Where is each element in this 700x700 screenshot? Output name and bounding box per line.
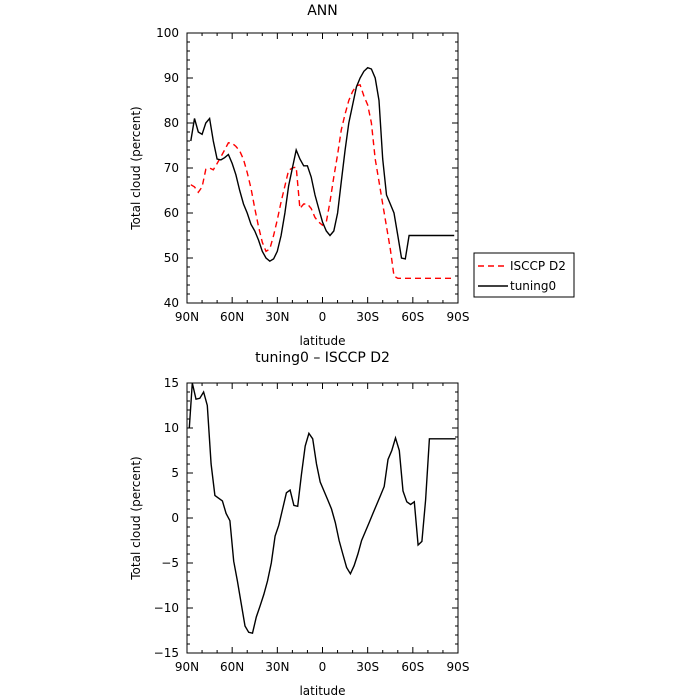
legend-box (473, 252, 575, 298)
x-tick-label: 0 (319, 660, 327, 674)
x-tick-label: 90S (447, 310, 470, 324)
y-tick-label: 100 (156, 26, 179, 40)
y-tick-label: 50 (164, 251, 179, 265)
x-tick-label: 30S (356, 310, 379, 324)
x-tick-label: 90N (175, 660, 199, 674)
plot-frame (186, 32, 459, 304)
x-tick-label: 60S (401, 660, 424, 674)
y-tick-label: 90 (164, 71, 179, 85)
x-tick-label: 60N (220, 310, 244, 324)
legend-label-tuning0: tuning0 (510, 279, 556, 293)
y-tick-label: 5 (171, 466, 179, 480)
y-axis-label: Total cloud (percent) (129, 456, 143, 580)
y-tick-label: −15 (154, 646, 179, 660)
chart-title: tuning0 – ISCCP D2 (255, 350, 390, 366)
series-line-tuning0 (190, 66, 455, 263)
y-tick-label: 70 (164, 161, 179, 175)
x-tick-label: 0 (319, 310, 327, 324)
y-tick-label: −10 (154, 601, 179, 615)
series-line-0 (188, 382, 456, 635)
y-axis-label: Total cloud (percent) (129, 106, 143, 230)
x-tick-label: 90S (447, 660, 470, 674)
chart-title: ANN (307, 3, 338, 19)
series-line-isccp-d2 (190, 83, 455, 279)
x-tick-label: 30S (356, 660, 379, 674)
legend-label-isccp-d2: ISCCP D2 (510, 259, 566, 273)
y-tick-label: −5 (161, 556, 179, 570)
x-tick-label: 60S (401, 310, 424, 324)
bottom-chart-panel: tuning0 – ISCCP D2 90N 60N 30N 0 30S 60S 90S −15… (129, 350, 469, 698)
y-tick-label: 40 (164, 296, 179, 310)
legend: ISCCP D2 tuning0 (473, 252, 575, 298)
x-axis-label: latitude (299, 684, 345, 698)
y-tick-label: 15 (164, 376, 179, 390)
x-tick-label: 30N (265, 660, 289, 674)
y-tick-label: 60 (164, 206, 179, 220)
plot-frame (186, 382, 459, 654)
y-tick-label: 80 (164, 116, 179, 130)
x-axis-label: latitude (299, 334, 345, 348)
y-tick-label: 0 (171, 511, 179, 525)
x-tick-label: 60N (220, 660, 244, 674)
x-tick-label: 30N (265, 310, 289, 324)
top-chart-panel: ANN 90N 60N 30N 0 30S 60S 90S 40 50 60 70 80 90 100 lat… (129, 3, 469, 348)
x-tick-label: 90N (175, 310, 199, 324)
y-tick-label: 10 (164, 421, 179, 435)
